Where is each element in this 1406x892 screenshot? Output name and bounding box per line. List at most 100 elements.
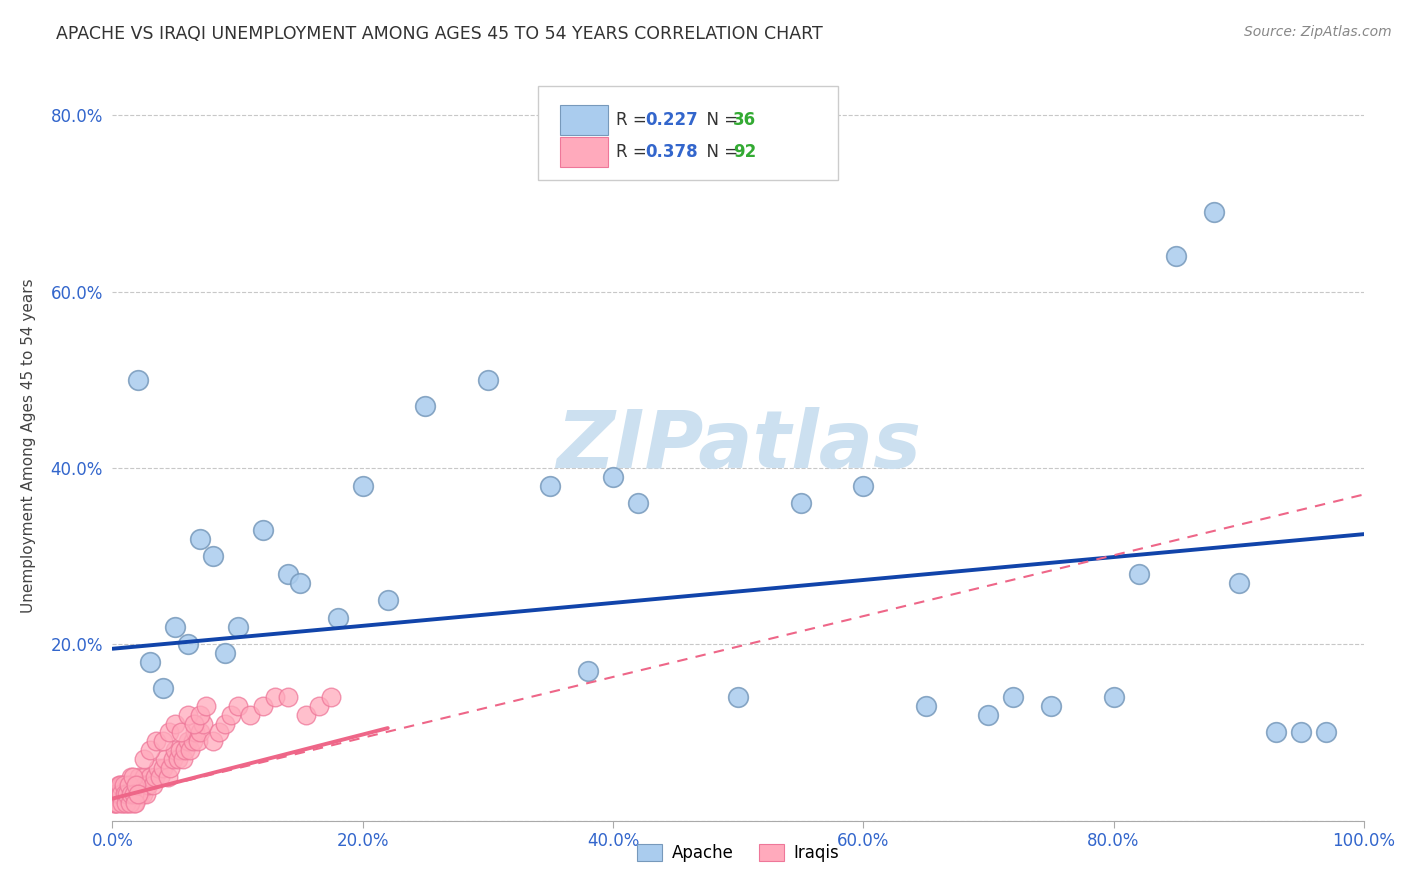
Point [108,778,131,792]
Point [127,787,149,801]
Text: R =: R = [616,143,651,161]
Point [1102,690,1125,705]
Text: R =: R = [616,112,651,129]
Text: APACHE VS IRAQI UNEMPLOYMENT AMONG AGES 45 TO 54 YEARS CORRELATION CHART: APACHE VS IRAQI UNEMPLOYMENT AMONG AGES … [56,25,823,43]
Point [107,796,129,810]
Point [477,373,499,387]
Point [105,787,128,801]
Point [117,787,139,801]
Point [221,707,243,722]
Point [183,716,205,731]
Point [122,787,145,801]
Point [352,478,374,492]
Point [308,699,330,714]
Point [377,593,399,607]
Point [226,620,249,634]
Point [163,743,186,757]
Point [239,707,262,722]
Point [166,752,188,766]
Point [179,743,201,757]
Point [128,770,150,784]
Point [1002,690,1025,705]
Point [727,690,749,705]
Point [117,778,139,792]
Point [277,690,299,705]
Point [146,761,169,775]
Point [277,566,299,581]
FancyBboxPatch shape [538,87,838,180]
Point [139,655,162,669]
Point [188,532,211,546]
Point [1128,566,1150,581]
Point [214,646,236,660]
Text: N =: N = [696,143,742,161]
Point [127,778,149,792]
Point [264,690,287,705]
Point [139,770,162,784]
Point [132,752,155,766]
Point [127,373,149,387]
Text: 0.227: 0.227 [645,112,699,129]
Point [169,743,191,757]
Point [107,778,129,792]
Point [156,770,179,784]
Point [159,761,181,775]
Text: Source: ZipAtlas.com: Source: ZipAtlas.com [1244,25,1392,39]
Point [110,796,132,810]
Point [124,778,146,792]
Text: N =: N = [696,112,742,129]
Point [124,796,146,810]
Point [170,725,193,739]
Point [1315,725,1337,739]
Point [152,681,174,696]
Text: 92: 92 [733,143,756,161]
Point [172,752,194,766]
Point [115,796,138,810]
Point [131,787,153,801]
Point [118,787,141,801]
Legend: Apache, Iraqis: Apache, Iraqis [630,837,846,869]
Point [176,707,198,722]
Point [1265,725,1288,739]
Point [104,787,127,801]
Point [121,770,143,784]
Point [576,664,599,678]
Point [129,778,152,792]
Point [105,796,128,810]
Point [122,796,145,810]
Point [208,725,231,739]
Y-axis label: Unemployment Among Ages 45 to 54 years: Unemployment Among Ages 45 to 54 years [21,278,37,614]
Point [141,778,163,792]
Point [295,707,318,722]
Point [1227,575,1250,590]
Point [135,787,157,801]
Point [321,690,343,705]
Point [112,778,135,792]
Point [226,699,249,714]
Point [115,787,138,801]
Point [104,796,127,810]
Point [111,778,134,792]
Point [153,752,176,766]
Point [163,716,186,731]
Point [129,787,152,801]
Point [152,734,174,748]
Point [162,752,184,766]
Point [187,734,209,748]
Point [252,523,274,537]
Point [852,478,875,492]
Point [114,787,136,801]
Point [118,796,141,810]
Point [112,787,135,801]
Point [121,787,143,801]
Point [152,761,174,775]
Text: 36: 36 [733,112,756,129]
Point [790,496,813,510]
Point [134,778,156,792]
Text: 0.378: 0.378 [645,143,699,161]
Point [125,787,148,801]
Point [107,787,129,801]
Point [1291,725,1313,739]
Point [201,549,224,564]
Point [188,725,211,739]
